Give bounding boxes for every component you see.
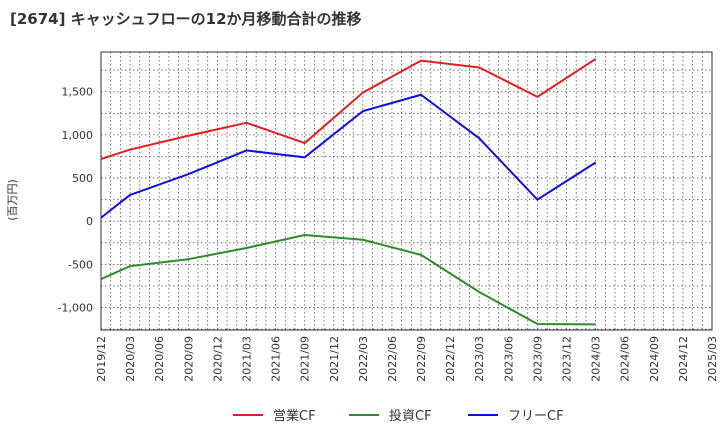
y-tick-label: 1,000 <box>62 129 94 142</box>
x-tick-label: 2023/12 <box>561 336 574 382</box>
x-tick-label: 2020/12 <box>211 336 224 382</box>
x-tick-label: 2022/12 <box>444 336 457 382</box>
x-tick-label: 2019/12 <box>95 336 108 382</box>
series-line-2 <box>100 93 597 219</box>
x-tick-label: 2023/06 <box>502 336 515 382</box>
legend: 営業CF 投資CF フリーCF <box>233 408 564 424</box>
legend-label-0: 営業CF <box>273 408 316 424</box>
y-tick-label: 1,500 <box>62 86 94 99</box>
y-axis-label: (百万円) <box>6 179 19 221</box>
x-tick-label: 2024/06 <box>619 336 632 382</box>
series-line-0 <box>100 58 597 161</box>
y-tick-label: 0 <box>86 215 93 228</box>
plot-area <box>101 52 712 330</box>
series-lines <box>100 58 597 326</box>
y-tick-label: -500 <box>68 258 93 271</box>
x-axis-ticks: 2019/12 2020/03 2020/06 2020/09 2020/12 2021/… <box>95 336 719 382</box>
x-tick-label: 2021/06 <box>270 336 283 382</box>
chart-title: [2674] キャッシュフローの12か月移動合計の推移 <box>10 10 362 28</box>
x-tick-label: 2022/06 <box>386 336 399 382</box>
legend-label-1: 投資CF <box>389 408 432 424</box>
x-tick-label: 2022/03 <box>357 336 370 382</box>
grid-lines <box>101 52 712 330</box>
x-tick-label: 2024/03 <box>590 336 603 382</box>
x-tick-label: 2020/09 <box>182 336 195 382</box>
y-tick-label: 500 <box>72 172 93 185</box>
x-tick-label: 2024/09 <box>648 336 661 382</box>
plot-frame <box>100 51 713 331</box>
series-line-1 <box>100 234 596 326</box>
x-tick-label: 2021/12 <box>328 336 341 382</box>
x-tick-label: 2020/06 <box>153 336 166 382</box>
x-tick-label: 2021/03 <box>240 336 253 382</box>
x-tick-label: 2020/03 <box>124 336 137 382</box>
x-tick-label: 2024/12 <box>677 336 690 382</box>
y-tick-label: -1,000 <box>58 302 93 315</box>
x-tick-label: 2023/03 <box>473 336 486 382</box>
x-tick-label: 2025/03 <box>706 336 719 382</box>
x-tick-label: 2023/09 <box>531 336 544 382</box>
x-tick-label: 2022/09 <box>415 336 428 382</box>
x-tick-label: 2021/09 <box>299 336 312 382</box>
y-axis-ticks: -1,000 -500 0 500 1,000 1,500 <box>58 86 93 315</box>
legend-label-2: フリーCF <box>508 409 564 424</box>
